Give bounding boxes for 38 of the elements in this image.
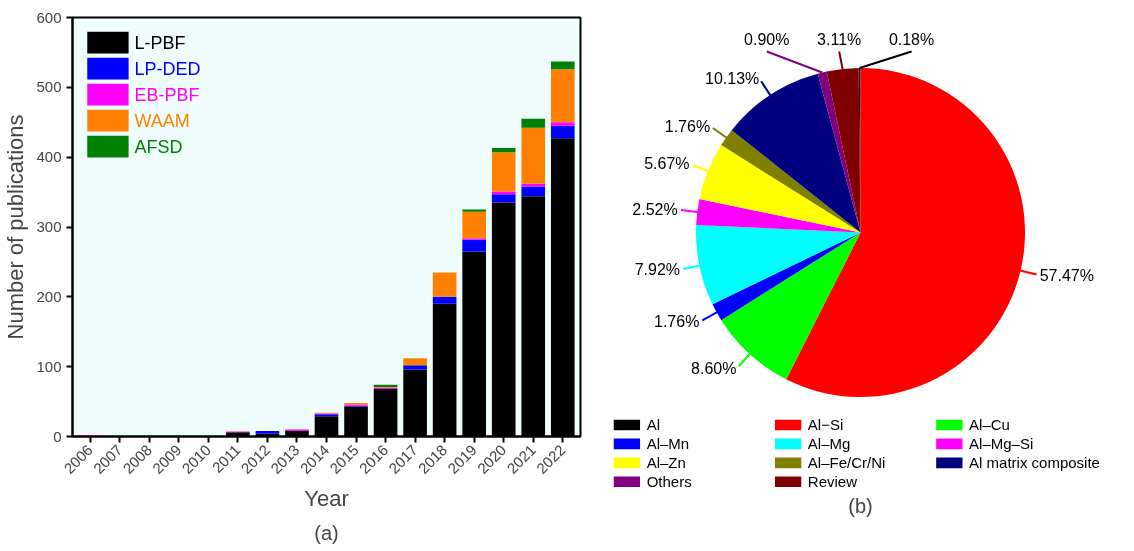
data-label: 0.90% (744, 31, 790, 49)
data-label: 57.47% (1039, 266, 1094, 284)
y-tick-label: 500 (36, 78, 62, 96)
legend-label: Al–Mg (807, 435, 851, 453)
data-label: 8.60% (691, 360, 737, 378)
data-label: 10.13% (705, 70, 760, 88)
y-axis-title: Number of publications (3, 114, 29, 340)
data-label: 5.67% (644, 155, 690, 173)
legend-label: Al (646, 416, 660, 434)
y-tick-label: 100 (36, 357, 62, 375)
data-label: 3.11% (817, 31, 862, 49)
legend-label: Al−Si (807, 416, 844, 434)
data-label: 7.92% (634, 261, 681, 279)
legend-label: Al–Mn (646, 435, 690, 453)
legend-label: L-PBF (134, 32, 186, 53)
legend-label: AFSD (134, 136, 183, 157)
legend-label: WAAM (134, 110, 190, 131)
x-axis-title: Year (304, 486, 349, 512)
data-label: 1.76% (654, 313, 700, 331)
legend-label: Others (646, 473, 692, 491)
text: (b) (848, 494, 873, 517)
data-label: 2.52% (632, 200, 678, 218)
y-tick-label: 400 (36, 148, 62, 166)
data-label: 1.76% (664, 117, 711, 135)
legend-label: Al–Zn (646, 454, 686, 472)
legend-label: Al–Mg–Si (969, 435, 1034, 453)
text: (a) (314, 521, 339, 544)
legend-label: LP-DED (134, 58, 201, 79)
y-tick-label: 300 (36, 218, 62, 235)
legend-label: Al matrix composite (969, 454, 1100, 472)
legend-label: Al–Cu (969, 416, 1010, 434)
legend-label: EB-PBF (134, 84, 200, 105)
y-tick-label: 0 (53, 427, 62, 445)
data-label: 0.18% (888, 31, 935, 49)
y-tick-label: 200 (36, 287, 62, 305)
y-tick-label: 600 (36, 8, 62, 26)
legend-label: Review (807, 473, 858, 491)
legend-label: Al–Fe/Cr/Ni (807, 454, 886, 472)
